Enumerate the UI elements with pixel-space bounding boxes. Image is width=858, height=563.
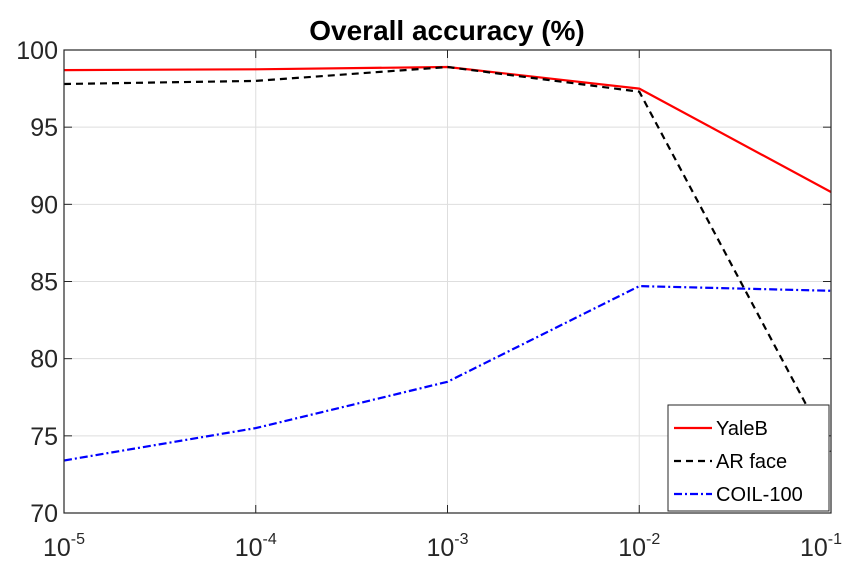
series-lines [64,65,831,462]
axis-ticks [63,49,832,514]
x-tick-exponent: -3 [454,531,468,548]
x-tick-base: 10 [426,534,454,562]
x-tick-exponent: -4 [263,531,277,548]
x-tick-base: 10 [618,534,646,562]
x-tick-exponent: -5 [71,531,85,548]
series-line-ar-face [64,65,831,452]
y-tick-label: 95 [30,114,58,142]
x-tick-label: 10-2 [618,531,660,562]
y-tick-label: 80 [30,346,58,374]
series-line-coil-100 [64,285,831,462]
y-tick-label: 70 [30,500,58,528]
y-tick-label: 90 [30,191,58,219]
y-tick-label: 100 [16,37,58,65]
x-tick-exponent: -2 [646,531,660,548]
x-tick-labels: 10-5 10-4 10-3 10-2 10-1 [43,531,842,562]
y-tick-label: 75 [30,423,58,451]
x-tick-base: 10 [800,534,828,562]
legend-entries: YaleB AR face COIL-100 [674,418,803,506]
legend: YaleB AR face COIL-100 [667,404,830,512]
y-tick-labels: 70 75 80 85 90 95 100 [16,37,58,528]
x-tick-base: 10 [235,534,263,562]
grid-lines [64,50,831,513]
x-tick-label: 10-4 [235,531,277,562]
x-tick-base: 10 [43,534,71,562]
chart-title: Overall accuracy (%) [309,15,585,46]
legend-label: COIL-100 [716,484,803,506]
x-tick-label: 10-5 [43,531,85,562]
x-tick-label: 10-3 [426,531,468,562]
legend-label: AR face [716,451,787,473]
x-tick-exponent: -1 [828,531,842,548]
x-tick-label: 10-1 [800,531,842,562]
y-tick-label: 85 [30,269,58,297]
legend-label: YaleB [716,418,768,440]
